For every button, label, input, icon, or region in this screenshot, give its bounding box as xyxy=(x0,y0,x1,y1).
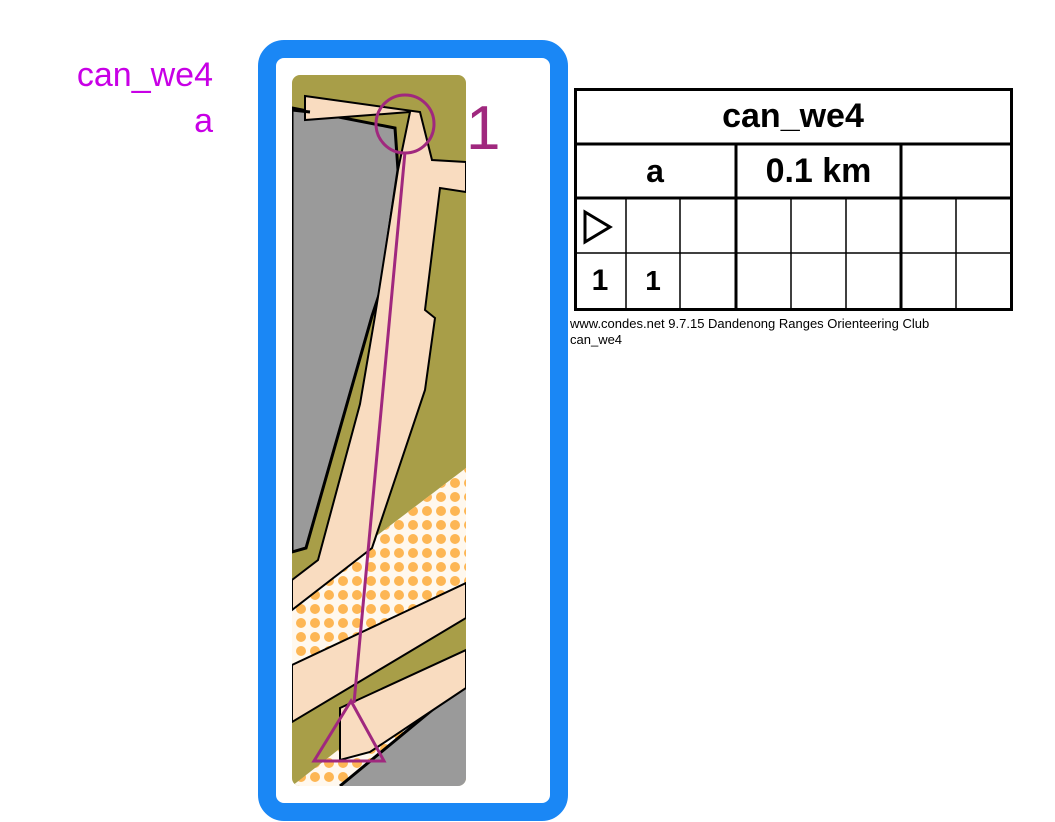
start-triangle xyxy=(311,698,387,763)
description-grid xyxy=(574,88,1013,311)
control-code: 1 xyxy=(645,264,661,296)
control-number-label: 1 xyxy=(466,94,501,163)
course-name-label: can_we4 xyxy=(76,56,213,94)
course-leg xyxy=(352,151,407,704)
description-title: can_we4 xyxy=(722,96,864,135)
control-description-sheet: can_we4 a 0.1 km 1 1 xyxy=(574,88,1014,312)
control-circle xyxy=(374,93,436,155)
course-variant-label: a xyxy=(194,102,213,140)
start-triangle-icon xyxy=(583,209,613,245)
course-length: 0.1 km xyxy=(765,151,872,190)
control-sequence-number: 1 xyxy=(591,263,609,297)
paved-area xyxy=(292,94,466,613)
paved-path xyxy=(339,648,466,762)
paved-path xyxy=(292,581,466,724)
footer-course-line: can_we4 xyxy=(570,332,623,347)
description-variant: a xyxy=(646,152,664,189)
footer-credit-line: www.condes.net 9.7.15 Dandenong Ranges O… xyxy=(570,316,930,331)
sheet-footer: www.condes.net 9.7.15 Dandenong Ranges O… xyxy=(570,316,929,348)
